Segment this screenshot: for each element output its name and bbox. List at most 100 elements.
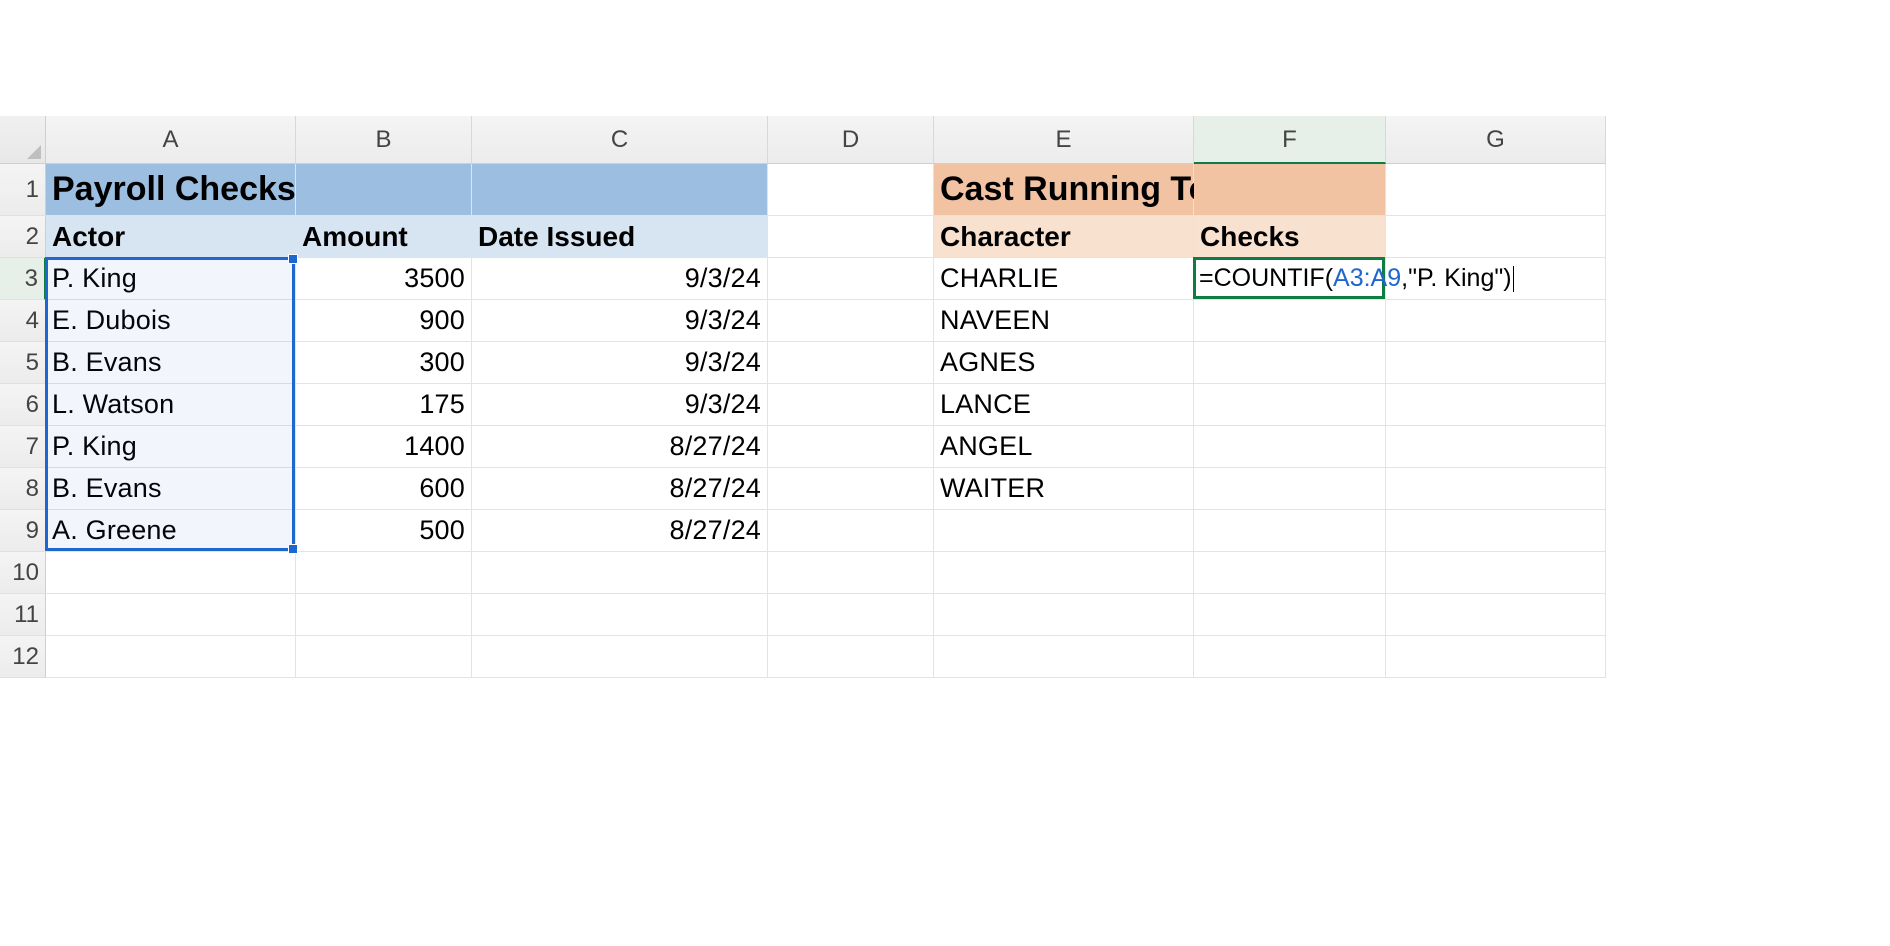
cell-A8[interactable]: B. Evans [46, 468, 296, 510]
cell-B7[interactable]: 1400 [296, 426, 472, 468]
cell-A12[interactable] [46, 636, 296, 678]
row-header-10[interactable]: 10 [0, 552, 46, 594]
cell-E4[interactable]: NAVEEN [934, 300, 1194, 342]
cell-A4[interactable]: E. Dubois [46, 300, 296, 342]
cell-D6[interactable] [768, 384, 934, 426]
cell-E7[interactable]: ANGEL [934, 426, 1194, 468]
cast-title: Cast Running Totals [934, 164, 1194, 216]
row-header-3[interactable]: 3 [0, 258, 46, 300]
cell-C4[interactable]: 9/3/24 [472, 300, 768, 342]
cell-E3[interactable]: CHARLIE [934, 258, 1194, 300]
cell-B9[interactable]: 500 [296, 510, 472, 552]
cell-C11[interactable] [472, 594, 768, 636]
cell-E11[interactable] [934, 594, 1194, 636]
cell-F5[interactable] [1194, 342, 1386, 384]
cell-G11[interactable] [1386, 594, 1606, 636]
cell-G9[interactable] [1386, 510, 1606, 552]
select-all-corner[interactable] [0, 116, 46, 164]
cell-B10[interactable] [296, 552, 472, 594]
col-header-A[interactable]: A [46, 116, 296, 164]
row-header-6[interactable]: 6 [0, 384, 46, 426]
row-header-5[interactable]: 5 [0, 342, 46, 384]
cell-D1[interactable] [768, 164, 934, 216]
cell-G4[interactable] [1386, 300, 1606, 342]
row-header-1[interactable]: 1 [0, 164, 46, 216]
cell-C8[interactable]: 8/27/24 [472, 468, 768, 510]
cell-E12[interactable] [934, 636, 1194, 678]
cell-B12[interactable] [296, 636, 472, 678]
cell-F11[interactable] [1194, 594, 1386, 636]
row-header-9[interactable]: 9 [0, 510, 46, 552]
cell-D3[interactable] [768, 258, 934, 300]
cell-F6[interactable] [1194, 384, 1386, 426]
cell-B4[interactable]: 900 [296, 300, 472, 342]
cell-A10[interactable] [46, 552, 296, 594]
cell-D5[interactable] [768, 342, 934, 384]
cell-C10[interactable] [472, 552, 768, 594]
cell-C3[interactable]: 9/3/24 [472, 258, 768, 300]
cell-C6[interactable]: 9/3/24 [472, 384, 768, 426]
hdr-amount: Amount [296, 216, 472, 258]
cell-F3[interactable] [1194, 258, 1386, 300]
cell-C12[interactable] [472, 636, 768, 678]
cell-A6[interactable]: L. Watson [46, 384, 296, 426]
cell-D2[interactable] [768, 216, 934, 258]
col-header-G[interactable]: G [1386, 116, 1606, 164]
row-header-2[interactable]: 2 [0, 216, 46, 258]
cell-F4[interactable] [1194, 300, 1386, 342]
cell-G3[interactable] [1386, 258, 1606, 300]
row-header-12[interactable]: 12 [0, 636, 46, 678]
hdr-checks: Checks [1194, 216, 1386, 258]
cell-B8[interactable]: 600 [296, 468, 472, 510]
cell-D4[interactable] [768, 300, 934, 342]
cell-G5[interactable] [1386, 342, 1606, 384]
payroll-title-b [296, 164, 472, 216]
cell-D12[interactable] [768, 636, 934, 678]
cell-A9[interactable]: A. Greene [46, 510, 296, 552]
col-header-C[interactable]: C [472, 116, 768, 164]
cell-B5[interactable]: 300 [296, 342, 472, 384]
cell-F8[interactable] [1194, 468, 1386, 510]
cell-F10[interactable] [1194, 552, 1386, 594]
cell-E9[interactable] [934, 510, 1194, 552]
cell-F12[interactable] [1194, 636, 1386, 678]
cell-F9[interactable] [1194, 510, 1386, 552]
cell-A11[interactable] [46, 594, 296, 636]
cell-A7[interactable]: P. King [46, 426, 296, 468]
col-header-B[interactable]: B [296, 116, 472, 164]
cell-G8[interactable] [1386, 468, 1606, 510]
cell-G7[interactable] [1386, 426, 1606, 468]
col-header-F[interactable]: F [1194, 116, 1386, 164]
cell-D11[interactable] [768, 594, 934, 636]
col-header-D[interactable]: D [768, 116, 934, 164]
cell-F7[interactable] [1194, 426, 1386, 468]
cell-E5[interactable]: AGNES [934, 342, 1194, 384]
cell-E10[interactable] [934, 552, 1194, 594]
row-header-8[interactable]: 8 [0, 468, 46, 510]
cell-C7[interactable]: 8/27/24 [472, 426, 768, 468]
cell-G10[interactable] [1386, 552, 1606, 594]
cell-B3[interactable]: 3500 [296, 258, 472, 300]
col-header-E[interactable]: E [934, 116, 1194, 164]
cell-E8[interactable]: WAITER [934, 468, 1194, 510]
cell-A3[interactable]: P. King [46, 258, 296, 300]
cell-D9[interactable] [768, 510, 934, 552]
cell-C9[interactable]: 8/27/24 [472, 510, 768, 552]
cell-B6[interactable]: 175 [296, 384, 472, 426]
row-header-11[interactable]: 11 [0, 594, 46, 636]
cell-G12[interactable] [1386, 636, 1606, 678]
row-header-4[interactable]: 4 [0, 300, 46, 342]
cell-D7[interactable] [768, 426, 934, 468]
cell-A5[interactable]: B. Evans [46, 342, 296, 384]
cell-G1[interactable] [1386, 164, 1606, 216]
row-header-7[interactable]: 7 [0, 426, 46, 468]
cell-C5[interactable]: 9/3/24 [472, 342, 768, 384]
hdr-actor: Actor [46, 216, 296, 258]
cell-G6[interactable] [1386, 384, 1606, 426]
cell-E6[interactable]: LANCE [934, 384, 1194, 426]
cell-D8[interactable] [768, 468, 934, 510]
cell-D10[interactable] [768, 552, 934, 594]
cell-G2[interactable] [1386, 216, 1606, 258]
cell-B11[interactable] [296, 594, 472, 636]
spreadsheet: ABCDEFG 123456789101112 Payroll Checks T… [0, 0, 1890, 946]
